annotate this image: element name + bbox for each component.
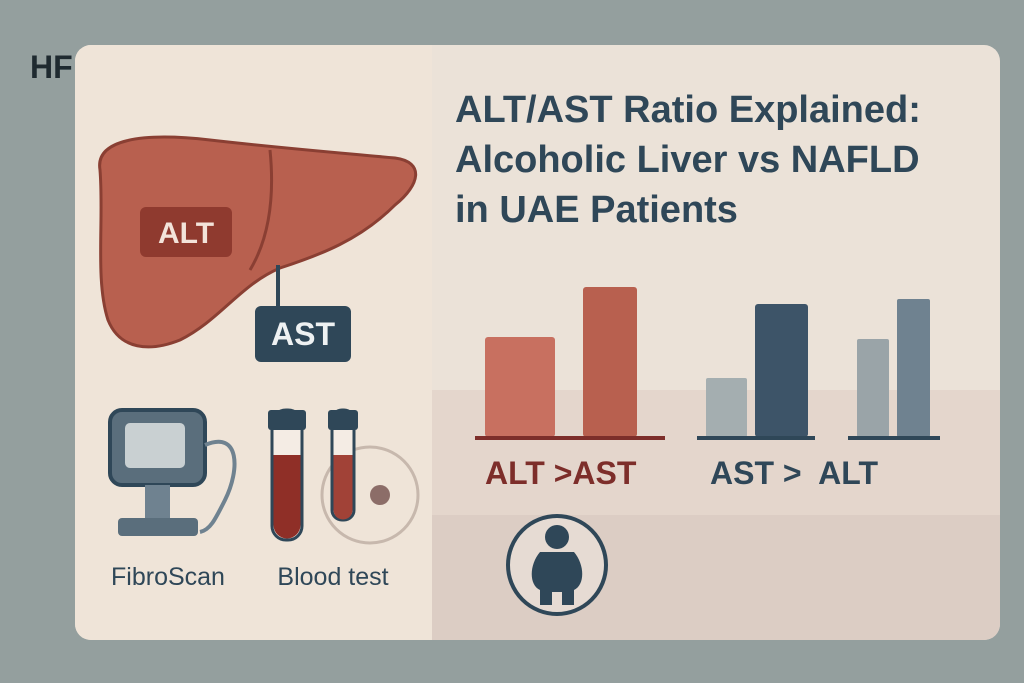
liver — [98, 135, 418, 349]
bar-illustration — [755, 304, 808, 437]
alt-label: ALT — [158, 217, 214, 250]
molecule — [370, 485, 390, 505]
blood — [333, 455, 353, 520]
blood — [273, 455, 301, 539]
ast-box — [255, 306, 351, 362]
bar-illustration — [706, 378, 747, 437]
alt-box — [140, 207, 232, 257]
bar-illustration — [897, 299, 930, 437]
ast-label: AST — [271, 316, 335, 352]
tube-cap — [328, 410, 358, 430]
bar-illustration — [857, 339, 889, 437]
bar-illustration — [583, 287, 637, 437]
molecule-ring — [320, 445, 420, 545]
title-line: Alcoholic Liver vs NAFLD — [455, 139, 920, 181]
title-line: in UAE Patients — [455, 189, 738, 231]
fibroscan-base — [118, 518, 198, 536]
fibroscan-cable — [199, 439, 237, 534]
liver-lobe — [248, 149, 274, 271]
comparison-label: ALT >AST — [485, 455, 637, 491]
fibroscan-label: FibroScan — [111, 563, 225, 591]
blood-test-label: Blood test — [277, 563, 388, 591]
patient-body — [531, 552, 583, 605]
bar-illustration — [485, 337, 555, 437]
fibroscan-display — [125, 423, 185, 468]
logo: HF — [30, 49, 73, 85]
title-line: ALT/AST Ratio Explained: — [455, 89, 921, 131]
tube-cap — [268, 410, 306, 430]
comparison-label: AST > ALT — [710, 455, 878, 491]
patient-head — [545, 525, 569, 549]
fibroscan-stand — [145, 485, 170, 520]
